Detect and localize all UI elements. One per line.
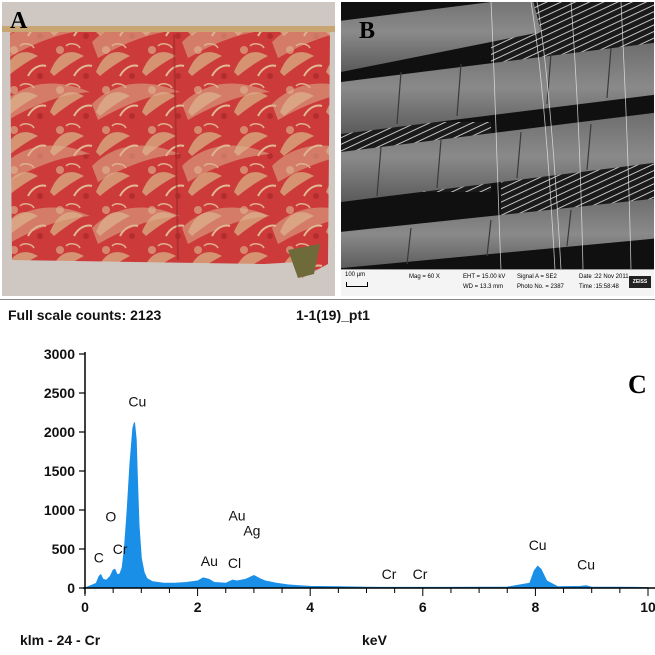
textile-photo [2,2,335,296]
textile-photo-panel: A [2,2,335,296]
capture-date: Date :22 Nov 2011 [579,274,629,280]
y-tick-label: 1500 [44,463,75,479]
panel-b-letter: B [359,18,376,44]
scale-bar-label: 100 µm [345,272,366,278]
peak-label-c: C [94,550,104,566]
y-tick-label: 0 [67,580,75,596]
x-tick-label: 8 [532,599,540,615]
sem-micrograph-panel: B 100 µm Mag = 60 X EHT = 15.00 kV WD = … [341,2,654,296]
peak-label-cl: Cl [228,555,241,571]
x-tick-label: 0 [81,599,89,615]
scale-bar [346,282,368,287]
y-tick-label: 2500 [44,385,75,401]
panel-c-letter: C [628,370,647,399]
eht-value: EHT = 15.00 kV [463,274,506,280]
peak-label-cu: Cu [529,537,547,553]
y-tick-label: 3000 [44,346,75,362]
zeiss-logo: ZEISS [629,276,651,288]
peak-label-cr: Cr [382,566,397,582]
x-axis-label: keV [362,632,387,648]
full-scale-counts: Full scale counts: 2123 [8,307,162,323]
peak-label-o: O [105,508,116,524]
peak-label-cr: Cr [113,541,128,557]
edx-spectrum-panel: Full scale counts: 2123 1-1(19)_pt1 C 0 5… [0,299,655,655]
photo-number: Photo No. = 2387 [517,284,564,290]
mag-value: Mag = 60 X [409,274,440,280]
x-tick-label: 10 [640,599,655,615]
panel-a-letter: A [10,8,28,34]
sem-info-bar: 100 µm Mag = 60 X EHT = 15.00 kV WD = 13… [341,269,654,296]
y-tick-label: 500 [52,541,76,557]
x-tick-label: 6 [419,599,427,615]
capture-time: Time :15:58:48 [579,284,619,290]
spectrum-area [84,422,649,589]
spectrum-id: 1-1(19)_pt1 [296,307,370,323]
peak-label-cu: Cu [577,557,595,573]
y-tick-label: 1000 [44,502,75,518]
wd-value: WD = 13.3 mm [463,284,504,290]
y-tick-label: 2000 [44,424,75,440]
peak-label-ag: Ag [243,523,260,539]
peak-label-cr: Cr [413,566,428,582]
sem-micrograph [341,2,654,271]
x-tick-label: 2 [194,599,202,615]
signal-value: Signal A = SE2 [517,274,557,280]
peak-label-au: Au [228,508,245,524]
peak-label-cu: Cu [128,393,146,409]
footer-left: klm - 24 - Cr [20,632,101,648]
peak-label-au: Au [201,553,218,569]
x-tick-label: 4 [306,599,314,615]
